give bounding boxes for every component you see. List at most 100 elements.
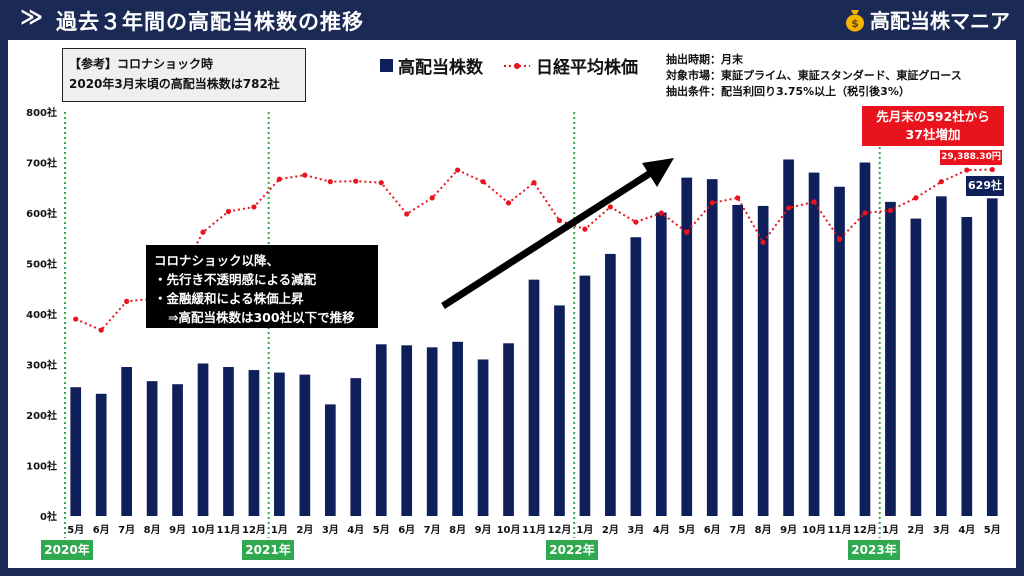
line-point [709,200,715,206]
line-point [251,204,257,210]
bar [579,275,591,516]
line-point [124,298,130,304]
x-tick-label: 10月 [191,524,215,536]
x-tick-label: 2月 [602,524,619,536]
bar [223,367,234,516]
bar [605,253,616,516]
bar [375,344,387,516]
note-line-1: コロナショック以降、 [154,253,280,268]
bar [121,367,132,516]
line-point [582,226,588,232]
bar [910,218,922,516]
meta-period: 抽出時期：月末 [666,53,743,66]
line-point [862,210,868,216]
x-tick-label: 6月 [704,524,721,536]
bar [197,363,209,516]
bar [70,387,82,516]
x-tick-label: 3月 [322,524,339,536]
x-tick-label: 1月 [271,524,288,536]
x-tick-label: 3月 [933,524,950,536]
y-axis: 0社 100社 200社 300社 400社 500社 600社 700社 800社 [26,106,57,523]
line-point [480,179,486,185]
bar [732,204,744,517]
line-point [735,195,741,201]
legend: 高配当株数 日経平均株価 [380,53,638,78]
x-tick-label: 9月 [780,524,797,536]
x-tick-label: 2月 [296,524,313,536]
reference-line-1: 【参考】コロナショック時 [69,57,214,71]
x-tick-label: 11月 [828,524,852,536]
line-point [684,229,690,235]
x-tick-label: 3月 [627,524,644,536]
bar [885,201,896,516]
x-tick-label: 9月 [475,524,492,536]
x-tick-label: 7月 [118,524,135,536]
y-tick-label: 600社 [26,207,57,220]
legend-line-swatch [504,62,530,69]
year-tag-2020: 2020年 [41,540,93,560]
count-last-label: 629社 [966,176,1004,196]
y-tick-label: 800社 [26,106,57,119]
brand-name: 高配当株マニア [870,9,1010,33]
bar [630,237,642,517]
extraction-info: 抽出時期：月末 対象市場：東証プライム、東証スタンダード、東証グロース 抽出条件… [666,52,962,100]
callout-line-1: 先月末の592社から [876,109,990,124]
bar [350,378,362,516]
y-tick-label: 100社 [26,460,57,473]
bar [426,347,438,516]
bar [783,159,794,516]
line-point [887,207,894,214]
meta-market: 対象市場：東証プライム、東証スタンダード、東証グロース [666,69,962,82]
x-tick-label: 6月 [398,524,415,536]
legend-line-label: 日経平均株価 [536,58,638,78]
line-point [404,211,410,217]
line-point [633,219,639,225]
line-point [429,195,435,201]
bar [172,384,183,516]
line-point [913,195,919,201]
x-tick-label: 8月 [449,524,466,536]
nikkei-last-label: 29,388.30円 [940,150,1002,165]
bar [274,372,285,516]
bar [299,374,311,516]
y-tick-label: 500社 [26,258,57,271]
bar-series [70,159,998,517]
x-tick-label: 5月 [373,524,390,536]
line-point [200,229,206,235]
increase-callout: 先月末の592社から 37社増加 [862,106,1004,146]
line-point [98,327,104,333]
bar [961,217,973,517]
callout-line-2: 37社増加 [905,127,961,142]
x-tick-label: 12月 [547,524,571,536]
x-tick-label: 1月 [882,524,899,536]
chevron-double-right-icon: ≫ [20,5,44,30]
x-tick-label: 4月 [653,524,670,536]
line-point [556,217,563,224]
y-tick-label: 200社 [26,409,57,422]
bar [834,186,845,517]
page-title: 過去３年間の高配当株数の推移 [56,10,364,34]
x-tick-label: 5月 [678,524,695,536]
bar [324,404,336,516]
svg-text:$: $ [851,17,859,30]
reference-box: 【参考】コロナショック時 2020年3月末頃の高配当株数は782社 [62,48,306,102]
bar [808,172,820,516]
x-tick-label: 8月 [144,524,161,536]
bar [95,393,107,516]
line-point [964,167,970,173]
x-axis: 5月 6月 7月 8月 9月 10月 11月 12月 1月 2月 3月 4月 5月 6月 7月 8月 9月 10月… [67,524,1001,536]
legend-bar-label: 高配当株数 [398,58,483,78]
year-tag-2021: 2021年 [242,540,294,560]
x-tick-label: 5月 [67,524,84,536]
bar [936,196,947,516]
x-tick-label: 7月 [729,524,746,536]
line-point [225,208,232,215]
bar [757,205,769,516]
header-bar: ≫ 過去３年間の高配当株数の推移 $ 高配当株マニア [0,0,1024,40]
x-tick-label: 5月 [984,524,1001,536]
x-tick-label: 1月 [576,524,593,536]
bar [477,359,489,516]
line-point [938,179,944,185]
